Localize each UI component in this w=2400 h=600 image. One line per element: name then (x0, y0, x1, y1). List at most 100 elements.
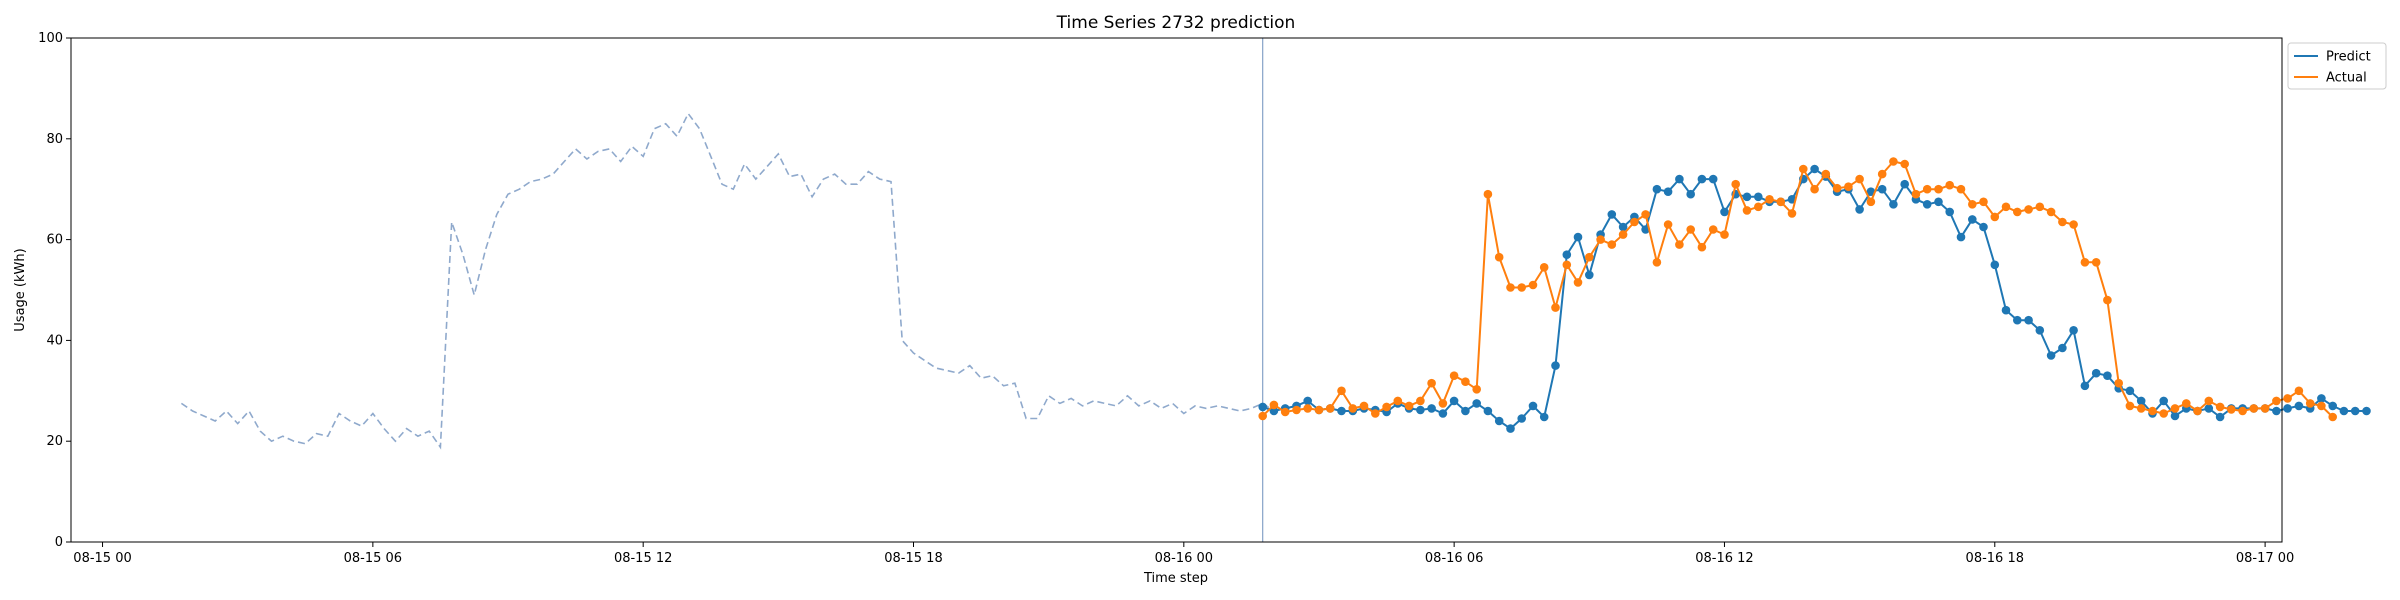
data-point-actual (1934, 184, 1943, 194)
data-point-actual (1720, 230, 1729, 239)
data-point-actual (2317, 401, 2326, 411)
data-point-predict (2080, 381, 2090, 391)
data-point-predict (2170, 411, 2180, 421)
data-point-actual (1742, 206, 1752, 215)
data-point-actual (1314, 405, 1324, 415)
data-point-actual (1697, 242, 1707, 252)
data-point-actual (2001, 202, 2011, 212)
data-point-actual (1539, 263, 1549, 272)
data-point-actual (1776, 197, 1786, 207)
data-point-actual (1494, 252, 1504, 262)
data-point-predict (2283, 404, 2292, 413)
data-point-predict (1720, 207, 1729, 217)
data-point-actual (1337, 386, 1346, 396)
data-point-actual (2069, 220, 2078, 229)
data-point-actual (1585, 252, 1594, 262)
data-point-predict (1562, 250, 1572, 259)
data-point-predict (1494, 416, 1504, 426)
data-point-actual (1506, 283, 1515, 292)
data-point-actual (1280, 407, 1290, 417)
data-point-actual (2024, 205, 2033, 214)
data-point-predict (2058, 343, 2067, 353)
data-point-actual (2080, 258, 2090, 267)
data-point-actual (1596, 235, 1605, 244)
y-axis-label: Usage (kWh) (13, 248, 28, 331)
plot-frame (70, 37, 2283, 543)
data-point-actual (2159, 409, 2168, 418)
data-point-actual (2046, 207, 2056, 217)
data-point-actual (1449, 371, 1459, 381)
data-point-actual (2091, 258, 2101, 267)
data-point-actual (1799, 164, 1808, 174)
data-point-predict (2136, 396, 2146, 406)
data-point-actual (1269, 400, 1279, 410)
y-axis: 0 20 40 60 80 100 (38, 31, 71, 550)
data-point-predict (1585, 270, 1594, 280)
data-point-actual (1754, 202, 1763, 212)
data-point-actual (1663, 220, 1673, 229)
data-point-actual (1618, 230, 1628, 239)
data-point-actual (1877, 169, 1887, 179)
data-point-predict (2328, 401, 2337, 411)
data-point-predict (1303, 396, 1312, 406)
data-point-predict (1607, 210, 1617, 219)
data-point-actual (2035, 202, 2045, 212)
data-point-actual (1573, 278, 1583, 287)
data-point-predict (2159, 396, 2168, 406)
legend-label-actual: Actual (2326, 71, 2367, 86)
x-tick-label: 08-17 00 (2236, 551, 2294, 566)
x-tick-label: 08-15 06 (344, 551, 402, 566)
x-axis-label: Time step (1143, 571, 1208, 586)
data-point-predict (1956, 232, 1966, 242)
data-point-predict (1754, 192, 1763, 202)
data-point-actual (1675, 240, 1684, 249)
data-point-actual (2215, 402, 2225, 412)
data-point-predict (2103, 371, 2112, 381)
data-point-actual (2182, 399, 2191, 408)
data-point-actual (1438, 399, 1448, 408)
data-point-actual (1528, 280, 1538, 290)
data-point-predict (2013, 315, 2022, 325)
chart-title: Time Series 2732 prediction (1056, 13, 1296, 33)
data-point-actual (1292, 405, 1301, 415)
data-point-predict (1934, 197, 1943, 207)
x-tick-label: 08-16 06 (1425, 551, 1483, 566)
data-point-predict (1708, 174, 1718, 184)
x-tick-label: 08-16 00 (1155, 551, 1213, 566)
data-point-actual (1979, 197, 1988, 207)
data-point-actual (1641, 210, 1650, 219)
data-point-actual (1258, 411, 1267, 421)
data-point-actual (1787, 209, 1797, 218)
data-point-actual (2114, 378, 2123, 388)
data-point-actual (1911, 189, 1921, 199)
data-point-actual (1303, 404, 1312, 413)
data-point-predict (1742, 192, 1752, 202)
data-point-predict (1528, 401, 1538, 411)
data-point-predict (2350, 406, 2360, 416)
legend: Predict Actual (2287, 42, 2387, 90)
data-point-predict (2204, 404, 2214, 413)
data-point-predict (1945, 207, 1954, 217)
data-point-predict (1573, 232, 1583, 242)
data-point-predict (2125, 386, 2135, 396)
data-point-actual (1832, 183, 1842, 193)
data-point-predict (1866, 187, 1876, 196)
data-point-predict (2215, 412, 2225, 422)
data-point-predict (2339, 406, 2349, 416)
data-point-actual (1990, 212, 2000, 222)
y-tick-label: 0 (55, 535, 63, 550)
data-point-predict (2024, 315, 2033, 325)
data-point-actual (2193, 406, 2202, 416)
x-tick-label: 08-16 12 (1695, 551, 1753, 566)
data-point-actual (1765, 195, 1774, 204)
data-point-actual (2103, 295, 2112, 305)
data-point-predict (2046, 351, 2056, 360)
data-point-actual (2283, 394, 2292, 403)
y-tick-label: 20 (46, 434, 63, 449)
data-point-predict (1461, 406, 1470, 416)
data-point-actual (1630, 217, 1639, 227)
data-point-actual (2238, 406, 2247, 416)
data-point-predict (2001, 305, 2011, 315)
data-point-predict (1889, 200, 1898, 209)
data-point-predict (1506, 424, 1515, 433)
